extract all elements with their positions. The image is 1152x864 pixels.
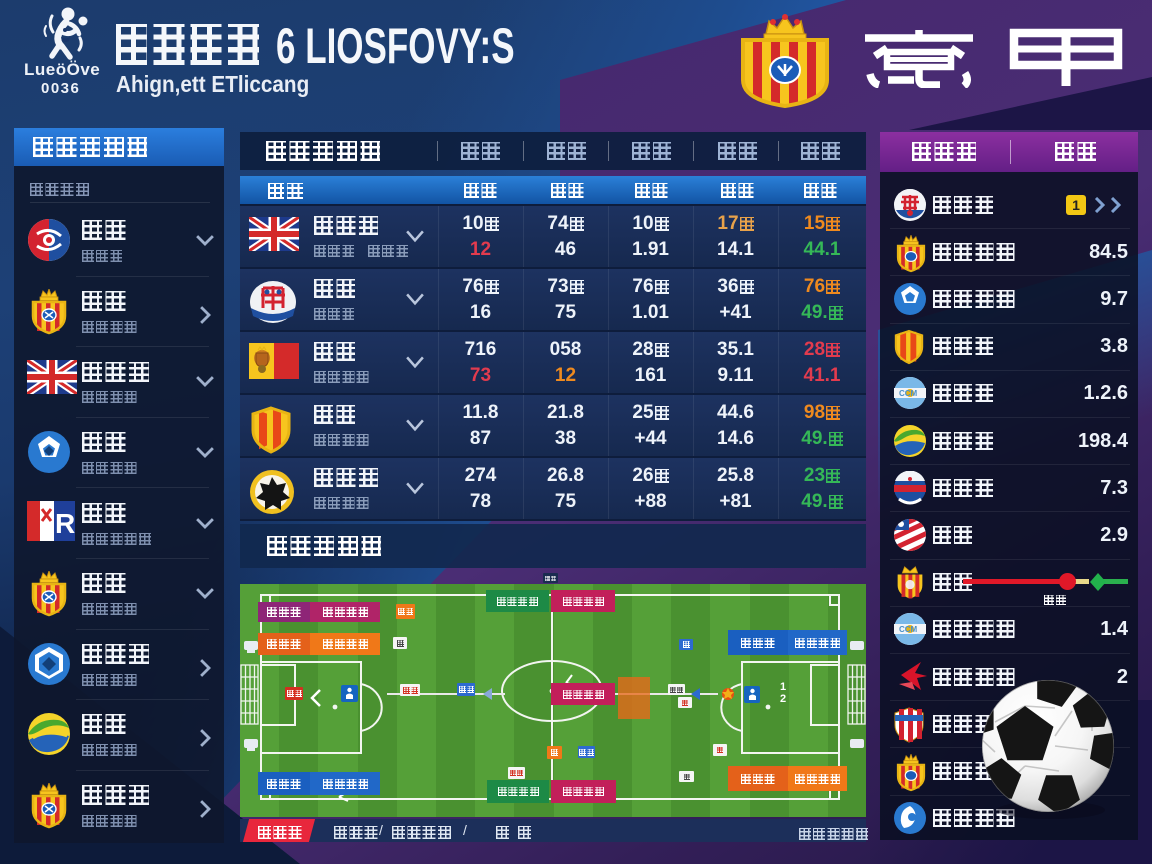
svg-text:CCM: CCM bbox=[899, 389, 918, 398]
svg-text:R: R bbox=[55, 508, 75, 539]
svg-text:CCM: CCM bbox=[899, 625, 918, 634]
